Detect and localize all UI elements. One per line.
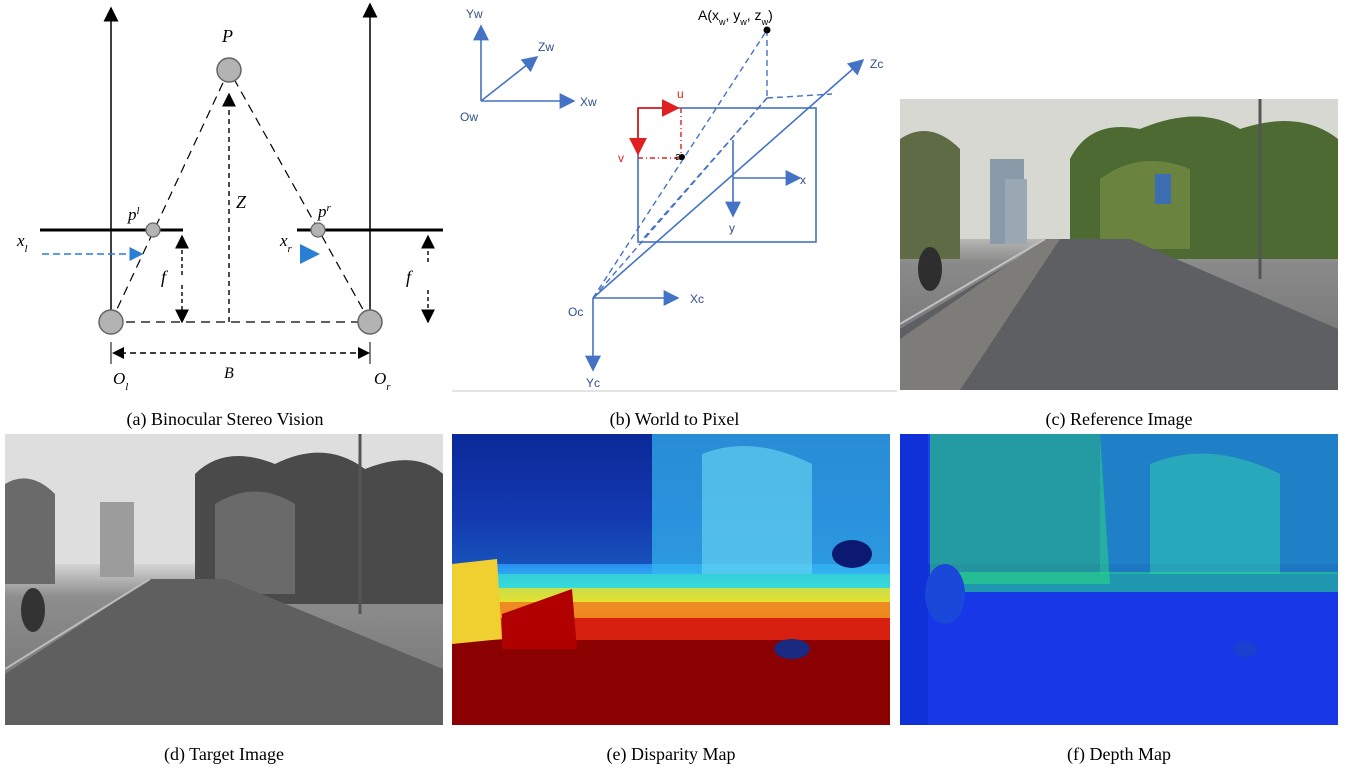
point-A: [763, 26, 771, 34]
ray-to-A-foot: [592, 97, 768, 299]
ray-to-A: [592, 29, 768, 299]
label-Or: Or: [374, 369, 391, 393]
motorcyclist-blob: [452, 559, 502, 644]
A-foot-diag: [641, 97, 768, 241]
label-x: x: [800, 173, 806, 187]
target-image: [5, 434, 443, 725]
trees-left: [900, 131, 960, 259]
label-Z: Z: [236, 192, 247, 212]
depth-visual: [900, 434, 1338, 725]
label-p-left: pl: [127, 205, 140, 224]
panel-binocular-stereo: P Z f f B pl pr xl xr Ol Or: [0, 0, 450, 400]
caption-d: (d) Target Image: [163, 744, 285, 764]
zw-axis: [480, 56, 539, 102]
left-ray: [110, 69, 230, 323]
trees-left: [5, 478, 55, 584]
label-B: B: [224, 365, 234, 382]
image-plane: [637, 107, 817, 243]
caption-c: (c) Reference Image: [1045, 409, 1193, 429]
depth-map: [900, 434, 1338, 725]
caption-e: (e) Disparity Map: [606, 744, 736, 764]
label-yw: Yw: [466, 7, 483, 21]
point-a: [679, 154, 685, 160]
point-P: [216, 57, 242, 83]
label-f-right: f: [406, 267, 414, 287]
right-projection-point: [310, 222, 326, 238]
road-sign: [1155, 174, 1171, 204]
caption-f: (f) Depth Map: [1067, 744, 1171, 764]
motorcyclist: [21, 588, 45, 632]
panel-world-to-pixel: Yw Zw Xw Ow Zc x y u v a A(xw, yw, zw): [452, 0, 897, 400]
building: [100, 502, 134, 577]
zc-axis: [592, 58, 865, 299]
caption-a: (a) Binocular Stereo Vision: [126, 409, 324, 429]
right-ray: [228, 69, 371, 323]
motorcyclist-blob: [925, 564, 965, 624]
right-camera-center: [357, 309, 383, 335]
label-A: A(xw, yw, zw): [698, 7, 773, 27]
label-xl: xl: [16, 231, 28, 255]
A-foot-line: [766, 93, 833, 99]
label-xc: Xc: [690, 292, 704, 306]
label-yc: Yc: [586, 376, 600, 390]
label-zc: Zc: [870, 57, 883, 71]
disparity-visual: [452, 434, 890, 725]
dark-patch: [774, 639, 810, 659]
caption-b: (b) World to Pixel: [609, 409, 740, 429]
label-xr: xr: [279, 231, 293, 255]
label-oc: Oc: [568, 305, 583, 319]
left-camera-center: [98, 309, 124, 335]
world-to-pixel-diagram: Yw Zw Xw Ow Zc x y u v a A(xw, yw, zw): [452, 7, 897, 392]
label-Ol: Ol: [113, 369, 128, 393]
label-f-left: f: [161, 267, 169, 287]
left-projection-point: [145, 222, 161, 238]
motorcyclist: [918, 247, 942, 291]
reference-scene: [900, 99, 1338, 390]
label-u: u: [677, 87, 684, 101]
label-v: v: [618, 151, 624, 165]
label-P: P: [221, 26, 233, 46]
target-scene: [5, 434, 443, 725]
road: [5, 579, 443, 725]
disparity-map: [452, 434, 890, 725]
binocular-stereo-diagram: P Z f f B pl pr xl xr Ol Or: [16, 2, 443, 393]
label-a: a: [675, 151, 682, 163]
reference-image: [900, 99, 1338, 390]
label-ow: Ow: [460, 110, 478, 124]
label-p-right: pr: [317, 202, 332, 221]
label-xw: Xw: [580, 95, 597, 109]
label-y: y: [729, 221, 735, 235]
label-zw: Zw: [538, 40, 554, 54]
